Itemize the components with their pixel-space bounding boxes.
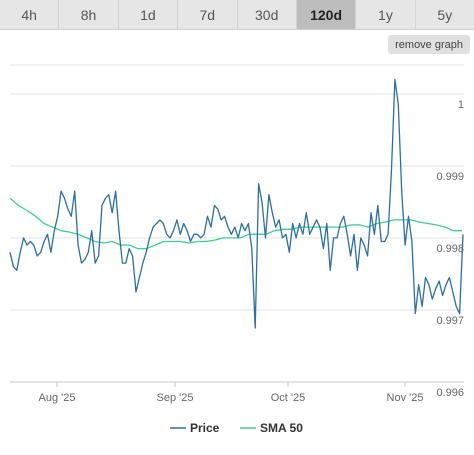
- y-tick-label: 0.996: [436, 387, 464, 399]
- series-lines: [9, 78, 464, 329]
- tab-120d[interactable]: 120d: [296, 0, 357, 29]
- grid-lines: [10, 64, 464, 383]
- x-tick-label: Oct '25: [271, 392, 306, 404]
- legend-sma-50[interactable]: SMA 50: [240, 421, 303, 435]
- y-tick-label: 0.999: [436, 171, 464, 183]
- tab-7d[interactable]: 7d: [178, 0, 238, 29]
- y-tick-label: 0.997: [436, 315, 464, 327]
- tab-4h[interactable]: 4h: [0, 0, 60, 29]
- price-line: [9, 78, 464, 329]
- tab-8h[interactable]: 8h: [59, 0, 119, 29]
- legend-sma-50-label: SMA 50: [260, 421, 303, 435]
- tab-1y[interactable]: 1y: [356, 0, 416, 29]
- x-tick-label: Aug '25: [39, 392, 76, 404]
- remove-graph-button[interactable]: remove graph: [388, 35, 470, 54]
- sma-50-line: [9, 197, 462, 250]
- legend-price-label: Price: [190, 421, 220, 435]
- tab-5y[interactable]: 5y: [437, 6, 453, 23]
- y-tick-label: 1: [458, 99, 464, 111]
- timeframe-tabs: 4h 8h 1d 7d 30d 120d 1y 5y: [0, 0, 474, 30]
- legend-price[interactable]: Price: [170, 421, 220, 435]
- tab-30d[interactable]: 30d: [238, 0, 297, 29]
- x-tick-label: Sep '25: [157, 392, 194, 404]
- y-axis: 0.996 0.997 0.998 0.999 1: [436, 99, 464, 399]
- x-axis: Aug '25 Sep '25 Oct '25 Nov '25: [10, 381, 464, 404]
- legend: Price SMA 50: [170, 421, 303, 435]
- x-tick-label: Nov '25: [387, 392, 424, 404]
- tab-1d[interactable]: 1d: [119, 0, 179, 29]
- y-tick-label: 0.998: [436, 243, 464, 255]
